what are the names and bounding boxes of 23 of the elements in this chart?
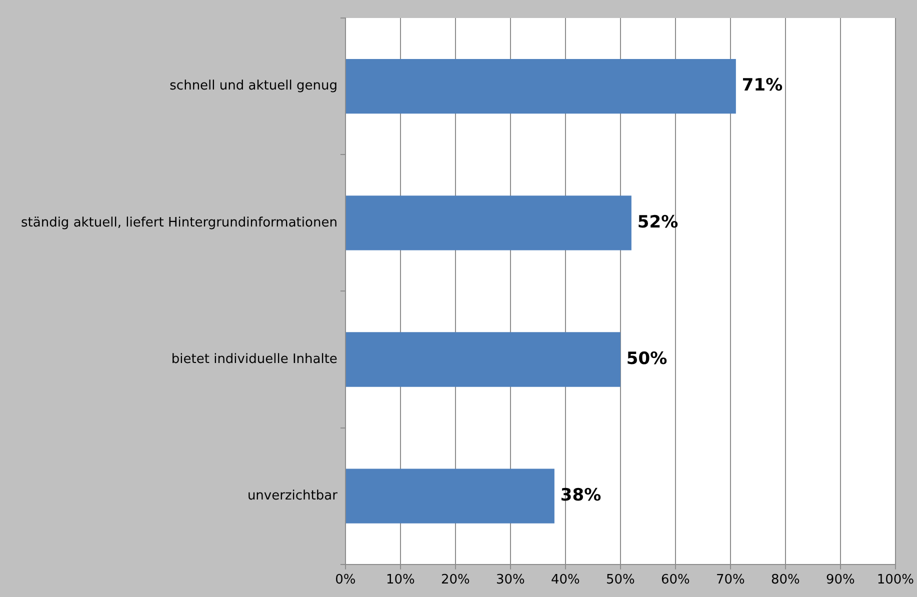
data-label: 52% [637, 212, 678, 232]
x-tick-label: 100% [876, 572, 914, 588]
x-tick-label: 10% [386, 572, 415, 588]
bar [346, 332, 620, 387]
x-tick-label: 50% [606, 572, 635, 588]
x-tick-label: 90% [826, 572, 855, 588]
y-tick-label: ständig aktuell, liefert Hintergrundinformationen [20, 215, 338, 230]
y-tick-label: bietet individuelle Inhalte [171, 352, 338, 367]
data-label: 38% [560, 486, 602, 506]
x-tick-label: 30% [496, 572, 525, 588]
bar [346, 468, 554, 524]
y-tick-label: unverzichtbar [247, 488, 338, 504]
bar [346, 58, 736, 114]
y-tick-label: schnell und aktuell genug [170, 78, 338, 94]
x-tick-label: 60% [660, 572, 690, 588]
data-label: 50% [626, 348, 668, 369]
bar [346, 196, 632, 250]
x-tick-label: 20% [440, 572, 470, 588]
x-tick-label: 80% [770, 572, 800, 588]
data-label: 71% [742, 76, 783, 96]
x-tick-label: 70% [716, 572, 745, 588]
x-tick-label: 40% [550, 572, 580, 588]
x-tick-label: 0% [335, 572, 356, 588]
